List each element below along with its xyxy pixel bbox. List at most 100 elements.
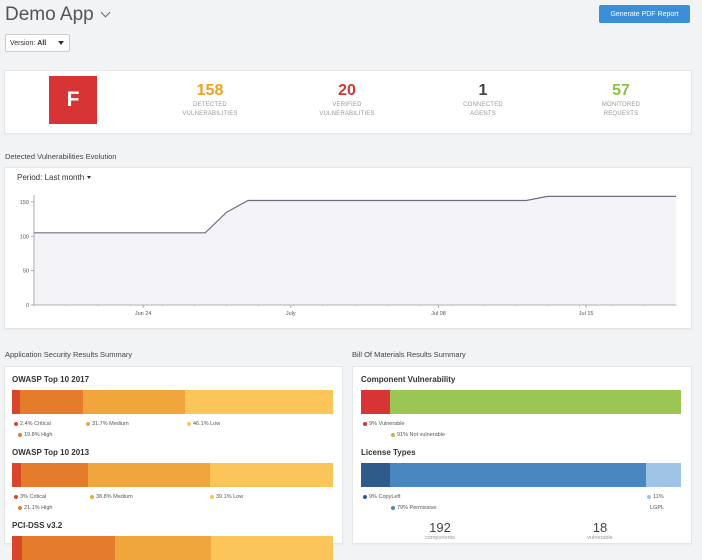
critical-dot-icon: [14, 422, 18, 426]
bar-segment-lgpl[interactable]: [645, 463, 681, 487]
critical-dot-icon: [14, 495, 18, 499]
version-select[interactable]: Version: All: [5, 34, 70, 52]
bar-segment-permissive[interactable]: [389, 463, 646, 487]
stat-value: 158: [196, 82, 224, 99]
vulnerable-count: 18: [592, 520, 608, 535]
stat-label-line1: DETECTED: [193, 102, 227, 108]
lgpl-dot-icon: [647, 495, 651, 499]
legend-permissive: 79% Permissive: [391, 505, 436, 511]
chevron-down-icon: [100, 7, 111, 18]
component-vulnerability-bar[interactable]: [361, 390, 681, 414]
evolution-section-title: Detected Vulnerabilities Evolution: [5, 152, 117, 161]
caret-down-icon: [87, 176, 92, 179]
stat-detected-vulnerabilities[interactable]: 158 DETECTED VULNERABILITIES: [155, 82, 265, 118]
stat-label-line2: VULNERABILITIES: [319, 111, 375, 117]
stat-value: 20: [338, 82, 356, 99]
legend-not-vulnerable: 91% Not vulnerable: [391, 432, 445, 438]
app-title: Demo App: [5, 4, 94, 25]
components-count-block: 192 components: [400, 520, 480, 541]
bar-segment-low[interactable]: [185, 390, 333, 414]
x-tick-label: Jul 08: [431, 311, 446, 317]
stat-value: 57: [612, 82, 630, 99]
legend-high: 21.1% High: [18, 505, 52, 511]
stat-label-line2: VULNERABILITIES: [182, 111, 238, 117]
stat-monitored-requests[interactable]: 57 MONITORED REQUESTS: [566, 82, 676, 118]
stats-card: [4, 70, 692, 134]
bar-segment-critical[interactable]: [12, 390, 20, 414]
bar-segment-low[interactable]: [209, 463, 333, 487]
license-types-bar[interactable]: [361, 463, 681, 487]
bar-segment-critical[interactable]: [12, 463, 22, 487]
bar-segment-high[interactable]: [21, 463, 88, 487]
generate-pdf-report-button[interactable]: Generate PDF Report: [599, 5, 690, 23]
high-dot-icon: [18, 433, 22, 437]
legend-lgpl-percent: 11%: [647, 494, 664, 500]
stat-connected-agents[interactable]: 1 CONNECTED AGENTS: [428, 82, 538, 118]
series-area: [34, 196, 676, 305]
legend-vulnerable: 9% Vulnerable: [363, 421, 405, 427]
bar-segment-high[interactable]: [21, 536, 115, 560]
bar-segment-critical[interactable]: [12, 536, 22, 560]
pci-dss-bar[interactable]: [12, 536, 333, 560]
bom-section-title: Bill Of Materials Results Summary: [352, 350, 466, 359]
low-dot-icon: [210, 495, 214, 499]
stat-label-line1: CONNECTED: [463, 102, 503, 108]
series-line: [34, 195, 676, 234]
legend-low: 39.1% Low: [210, 494, 243, 500]
low-dot-icon: [187, 422, 191, 426]
bar-segment-copyleft[interactable]: [361, 463, 390, 487]
bar-segment-vulnerable[interactable]: [361, 390, 390, 414]
legend-critical: 2.4% Critical: [14, 421, 51, 427]
y-tick-label: 150: [20, 200, 29, 206]
stat-label-line2: REQUESTS: [603, 111, 639, 117]
stat-verified-vulnerabilities[interactable]: 20 VERIFIED VULNERABILITIES: [292, 82, 402, 118]
bar-segment-high[interactable]: [19, 390, 84, 414]
bar-segment-not-vulnerable[interactable]: [389, 390, 681, 414]
legend-critical: 3% Critical: [14, 494, 46, 500]
y-tick-label: 50: [23, 269, 29, 275]
components-label: components: [425, 535, 455, 541]
component-vulnerability-title: Component Vulnerability: [361, 375, 456, 384]
bar-segment-low[interactable]: [211, 536, 333, 560]
version-value: All: [37, 39, 47, 47]
legend-copyleft: 9% CopyLeft: [363, 494, 401, 500]
bar-segment-medium[interactable]: [83, 390, 185, 414]
stat-label-line1: MONITORED: [601, 102, 641, 108]
app-security-section-title: Application Security Results Summary: [5, 350, 133, 359]
owasp-2013-title: OWASP Top 10 2013: [12, 448, 90, 457]
period-select[interactable]: Period: Last month: [17, 173, 92, 182]
legend-medium: 31.7% Medium: [86, 421, 129, 427]
stat-label-line1: VERIFIED: [332, 102, 362, 108]
bar-segment-medium[interactable]: [114, 536, 211, 560]
vulnerable-label: vulnerable: [587, 535, 613, 541]
caret-down-icon: [58, 41, 64, 45]
owasp-2017-bar[interactable]: [12, 390, 333, 414]
version-label: Version:: [10, 39, 36, 47]
vulnerable-count-block: 18 vulnerable: [560, 520, 640, 541]
y-tick-label: 0: [26, 303, 29, 309]
legend-low: 46.1% Low: [187, 421, 220, 427]
permissive-dot-icon: [391, 506, 395, 510]
medium-dot-icon: [90, 495, 94, 499]
high-dot-icon: [18, 506, 22, 510]
components-count: 192: [429, 520, 451, 535]
legend-high: 19.8% High: [18, 432, 52, 438]
x-tick-label: Jun 24: [135, 311, 152, 317]
vulnerable-dot-icon: [363, 422, 367, 426]
copyleft-dot-icon: [363, 495, 367, 499]
legend-medium: 38.8% Medium: [90, 494, 133, 500]
evolution-chart: 0 50 100 150 Jun 24 July Jul 08 Jul 15: [20, 195, 677, 317]
security-grade-badge: F: [49, 76, 97, 124]
stat-value: 1: [478, 82, 488, 99]
license-types-title: License Types: [361, 448, 416, 457]
legend-lgpl: LGPL: [650, 505, 665, 511]
owasp-2013-bar[interactable]: [12, 463, 333, 487]
period-label: Period: Last month: [17, 173, 85, 182]
bar-segment-medium[interactable]: [87, 463, 210, 487]
stat-label-line2: AGENTS: [470, 111, 496, 117]
medium-dot-icon: [86, 422, 90, 426]
not-vulnerable-dot-icon: [391, 433, 395, 437]
app-title-dropdown[interactable]: Demo App: [5, 4, 111, 26]
y-tick-label: 100: [20, 234, 29, 240]
owasp-2017-title: OWASP Top 10 2017: [12, 375, 90, 384]
